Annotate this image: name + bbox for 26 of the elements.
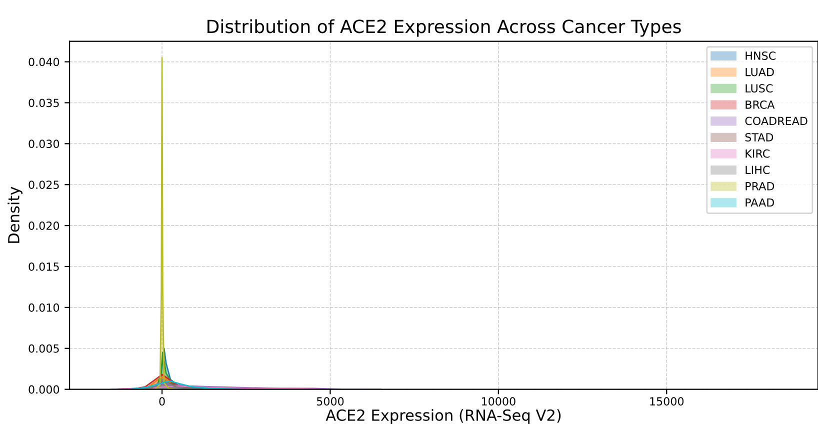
y-tick-label: 0.035 <box>28 98 59 108</box>
y-tick-label: 0.025 <box>28 180 59 189</box>
x-tick-label: 5000 <box>316 397 344 406</box>
legend-label: COADREAD <box>745 116 808 126</box>
legend-label: BRCA <box>746 100 775 109</box>
y-tick-label: 0.030 <box>28 140 60 148</box>
x-tick-label: 0 <box>159 397 165 406</box>
y-tick-label: 0.005 <box>28 344 59 353</box>
chart-title: Distribution of ACE2 Expression Across Cancer Types <box>208 19 681 37</box>
legend-label: LUSC <box>746 84 773 93</box>
y-tick-label: 0.020 <box>28 222 60 230</box>
y-axis-title: Density <box>8 186 22 243</box>
y-tick-label: 0.000 <box>28 385 60 394</box>
y-tick-label: 0.015 <box>28 262 59 271</box>
legend-label: KIRC <box>746 149 770 158</box>
legend-label: LUAD <box>746 68 774 76</box>
y-tick-label: 0.040 <box>28 58 60 66</box>
legend-label: HNSC <box>746 52 776 60</box>
legend-label: STAD <box>745 133 774 142</box>
x-axis-title: ACE2 Expression (RNA-Seq V2) <box>326 409 561 424</box>
x-tick-label: 10000 <box>482 397 516 406</box>
legend-label: PAAD <box>746 198 774 207</box>
legend-label: PRAD <box>746 182 774 190</box>
legend-label: LIHC <box>746 166 770 174</box>
y-tick-label: 0.010 <box>28 303 60 312</box>
x-tick-label: 15000 <box>650 397 684 406</box>
